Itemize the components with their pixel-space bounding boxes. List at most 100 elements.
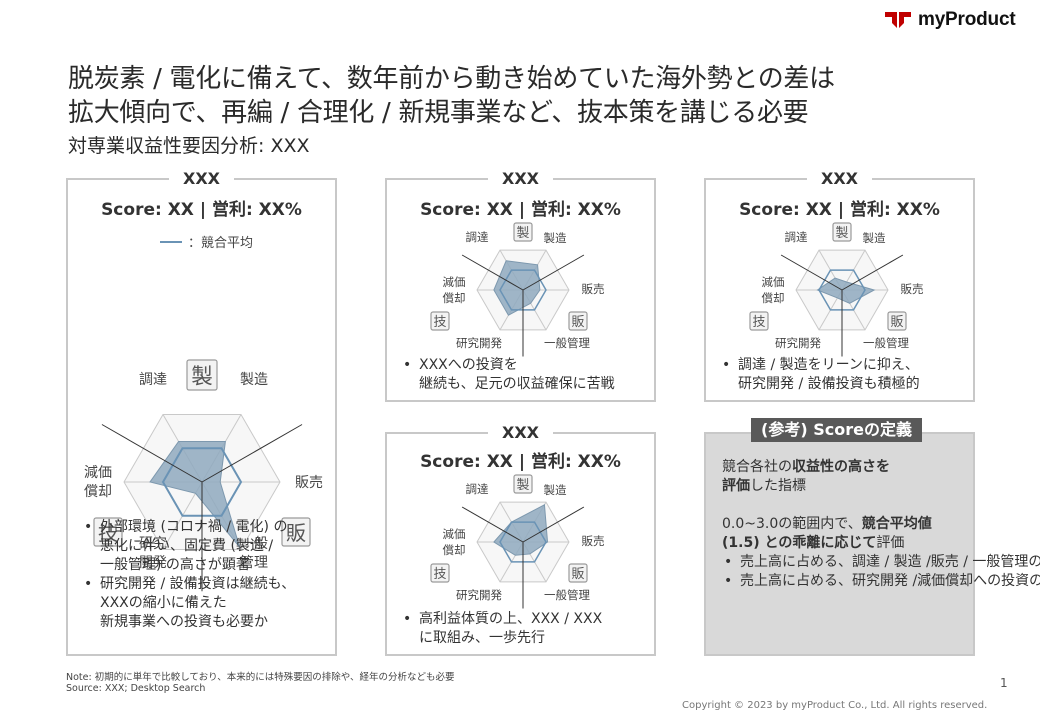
- radar-axis-label: 減価: [762, 275, 785, 289]
- manufacture-badge-icon: [832, 222, 852, 242]
- panel-3-bullet: 調達 / 製造をリーンに抑え、研究開発 / 設備投資も積極的: [720, 356, 920, 394]
- radar-average-ring: [161, 447, 243, 517]
- radar-axis-label: 研究開発: [456, 588, 502, 602]
- radar-axis-label: 調達: [139, 372, 167, 388]
- tech-badge-icon-label: 技: [753, 315, 766, 330]
- manufacture-badge-icon: [186, 359, 218, 391]
- panel-2-score: Score: XX | 営利: XX%: [420, 200, 621, 220]
- sales-badge-icon: [568, 563, 588, 583]
- page-title: 脱炭素 / 電化に備えて、数年前から動き始めていた海外勢との差は 拡大傾向で、再…: [68, 62, 835, 130]
- radar-axis-label: 調達: [466, 482, 489, 496]
- radar-axis-label: 製造: [544, 483, 567, 497]
- legend-label: ：競合平均: [188, 236, 254, 251]
- radar-chart-1: 調達 製造販売一般管理研究開発減価償却製技販: [84, 359, 323, 592]
- tech-badge-icon-label: 技: [434, 567, 447, 582]
- panel-4-score: Score: XX | 営利: XX%: [420, 452, 621, 472]
- radar-average-ring: [818, 269, 866, 311]
- company-panel-2: XXX Score: XX | 営利: XX% 調達 製造 販売 一般管理 研究開発 減価…: [385, 168, 656, 402]
- radar-axis-label: 販売: [901, 282, 924, 296]
- radar-average-ring: [499, 269, 547, 311]
- radar-pointer-line: [201, 424, 303, 483]
- definition-bullet: 売上高に占める、研究開発 /減価償却への投資の高さ: [722, 572, 1040, 591]
- radar-axis-label: 販売: [582, 534, 605, 548]
- definition-line-1: 競合各社の収益性の高さを: [722, 459, 890, 475]
- sales-badge-icon-label: 販: [572, 315, 585, 330]
- radar-axis-label: 償却: [443, 543, 466, 557]
- panel-3-score: Score: XX | 営利: XX%: [739, 200, 940, 220]
- manufacture-badge-icon: [513, 474, 533, 494]
- panel-3-name: XXX: [806, 168, 872, 190]
- radar-axis-label: 一般管理: [544, 336, 590, 350]
- title-line-2: 拡大傾向で、再編 / 合理化 / 新規事業など、抜本策を講じる必要: [68, 98, 809, 128]
- radar-axis-label: 償却: [84, 484, 112, 500]
- definition-bullets: 売上高に占める、調達 / 製造 /販売 / 一般管理の低さ売上高に占める、研究開…: [722, 553, 1040, 591]
- tech-badge-icon: [749, 311, 769, 331]
- definition-body: 競合各社の収益性の高さを 評価した指標 0.0~3.0の範囲内で、競合平均値 (…: [722, 458, 1040, 591]
- logo-text: myProduct: [918, 9, 1016, 30]
- panel-4-name: XXX: [487, 422, 553, 444]
- definition-line-4: (1.5) との乖離に応じて評価: [722, 535, 905, 551]
- manufacture-badge-icon-label: 製: [836, 226, 849, 241]
- note-text: Note: 初期的に単年で比較しており、本来的には特殊要因の排除や、経年の分析な…: [66, 672, 455, 683]
- title-line-1: 脱炭素 / 電化に備えて、数年前から動き始めていた海外勢との差は: [68, 64, 835, 94]
- radar-axis-label: 一般管理: [863, 336, 909, 350]
- radar-axis-label: 償却: [762, 291, 785, 305]
- sales-badge-icon-label: 販: [572, 567, 585, 582]
- brand-logo: myProduct: [884, 9, 1016, 30]
- radar-data-area: [493, 260, 541, 316]
- manufacture-badge-icon-label: 製: [517, 478, 530, 493]
- radar-pointer-line: [461, 254, 524, 291]
- company-panel-4: XXX Score: XX | 営利: XX% 調達 製造 販売 一般管理 研究開発 減価…: [385, 422, 656, 656]
- radar-axis-label: 減価: [443, 275, 466, 289]
- sales-badge-icon: [568, 311, 588, 331]
- source-text: Source: XXX; Desktop Search: [66, 683, 206, 694]
- radar-axis-label: 製造: [863, 231, 886, 245]
- radar-pointer-line: [841, 254, 904, 291]
- copyright: Copyright © 2023 by myProduct Co., Ltd. …: [682, 700, 988, 711]
- manufacture-badge-icon-label: 製: [191, 364, 213, 389]
- definition-bullet: 売上高に占める、調達 / 製造 /販売 / 一般管理の低さ: [722, 553, 1040, 572]
- radar-data-area: [493, 504, 549, 556]
- radar-axis-label: 製造: [240, 372, 268, 388]
- panel-3-bullets: 調達 / 製造をリーンに抑え、研究開発 / 設備投資も積極的: [720, 356, 920, 394]
- logo-mark-icon: [885, 12, 911, 28]
- tech-badge-icon: [430, 311, 450, 331]
- radar-axis-label: 研究開発: [775, 336, 821, 350]
- radar-axis-label: 調達: [785, 230, 808, 244]
- page-subtitle: 対専業収益性要因分析: XXX: [68, 135, 310, 157]
- radar-axis-label: 償却: [443, 291, 466, 305]
- radar-axis-label: 研究開発: [456, 336, 502, 350]
- radar-axis-label: 販売: [582, 282, 605, 296]
- company-panel-3: XXX Score: XX | 営利: XX% 調達 製造販売一般管理 研究開発 減価…: [704, 168, 975, 402]
- definition-line-2: 評価した指標: [722, 478, 806, 494]
- radar-axis-label: 製造: [544, 231, 567, 245]
- manufacture-badge-icon-label: 製: [517, 226, 530, 241]
- radar-axis-label: 減価: [443, 527, 466, 541]
- tech-badge-icon-label: 技: [434, 315, 447, 330]
- score-definition-panel: (参考) Scoreの定義 競合各社の収益性の高さを 評価した指標 0.0~3.…: [704, 418, 1040, 656]
- page-number: 1: [1000, 676, 1008, 690]
- footnote: Note: 初期的に単年で比較しており、本来的には特殊要因の排除や、経年の分析な…: [66, 672, 454, 694]
- definition-header: (参考) Scoreの定義: [751, 418, 922, 442]
- radar-pointer-line: [522, 254, 585, 291]
- radar-axis-label: 減価: [84, 464, 112, 481]
- tech-badge-icon: [430, 563, 450, 583]
- panel-2-name: XXX: [487, 168, 553, 190]
- radar-average-ring: [499, 521, 547, 563]
- radar-pointer-line: [780, 254, 843, 291]
- sales-badge-icon-label: 販: [891, 315, 904, 330]
- radar-pointer-line: [522, 506, 585, 543]
- company-panel-1: XXX Score: XX | 営利: XX% ：競合平均 調達 製造 販売 一般 管理…: [66, 168, 337, 656]
